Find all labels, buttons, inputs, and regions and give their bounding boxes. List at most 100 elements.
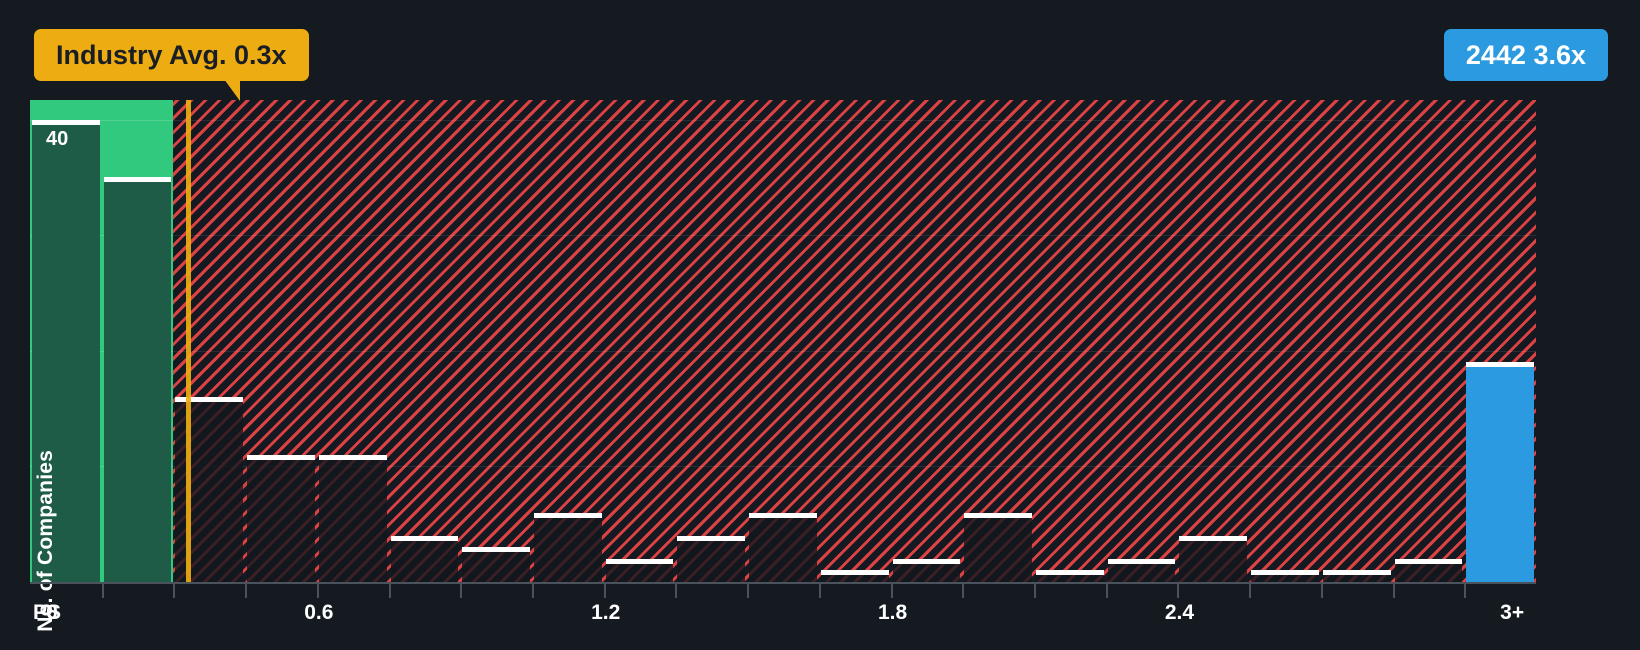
x-tick [1105,584,1108,598]
bar-body [605,563,674,582]
bar-cap [534,512,602,518]
bar-1.65-1.80[interactable] [820,570,889,582]
x-tick [532,584,534,598]
bar-body [534,517,602,582]
bar-cap [677,535,746,541]
bar-0.15-0.30[interactable] [103,177,172,582]
x-tick [245,584,248,598]
zone-expensive [173,100,1536,582]
industry-average-line [186,100,192,582]
x-tick [603,584,606,598]
bar-cap [820,570,889,576]
bar-cap [462,547,530,553]
x-tick [1177,584,1180,598]
gridline-40-right [173,119,1536,121]
x-tick [1249,584,1252,598]
x-tick [818,584,821,598]
bar-1.20-1.35[interactable] [605,558,674,582]
bar-body [964,517,1032,582]
x-tick [675,584,678,598]
gridline-10-right [173,466,1536,468]
bar-body [677,540,746,582]
bar-2.70-2.85[interactable] [1322,570,1391,582]
x-tick-label-0: 0 [46,601,58,624]
company-value-badge-label: 2442 3.6x [1465,39,1586,70]
bar-0.60-0.75[interactable] [318,454,387,582]
bar-1.80-1.95[interactable] [892,558,961,582]
x-tick [747,584,750,598]
company-value-badge[interactable]: 2442 3.6x [1443,29,1608,81]
bar-cap [390,535,459,541]
bar-cap [247,454,315,460]
gridline-30-right [173,235,1536,237]
bar-0.00-0.15[interactable] [32,119,100,582]
gridline-30 [30,235,174,237]
plot-area [30,100,1536,582]
x-tick [1392,584,1395,598]
x-axis-line [30,582,1536,584]
bar-1.50-1.65[interactable] [749,512,817,582]
bar-cap [1179,535,1248,541]
bar-1.95-2.10[interactable] [964,512,1032,582]
x-tick [173,584,176,598]
bar-1.35-1.50[interactable] [677,535,746,582]
bar-0.90-1.05[interactable] [462,547,530,582]
bar-body [1394,563,1463,582]
gridline-20-right [173,350,1536,352]
x-tick-label-0.6: 0.6 [304,601,334,624]
bar-body [1322,575,1391,582]
x-tick [101,584,104,598]
bar-1.05-1.20[interactable] [534,512,602,582]
gridline-20 [30,350,174,352]
bar-body [318,459,387,582]
x-tick-label-1.8: 1.8 [877,601,908,624]
industry-average-badge-pointer [224,79,240,101]
bar-0.75-0.90[interactable] [390,535,459,582]
x-tick [962,584,965,598]
bar-cap [318,454,387,460]
y-tick-label-40: 40 [46,127,69,150]
industry-average-badge-label: Industry Avg. 0.3x [56,39,287,70]
x-tick [1034,584,1036,598]
bar-3+[interactable] [1466,362,1534,582]
bar-body [390,540,459,582]
bar-2.25-2.40[interactable] [1107,558,1176,582]
x-tick-label-1.2: 1.2 [591,601,621,624]
bar-body [1179,540,1248,582]
x-axis-name: PS [33,601,62,624]
bar-cap [1394,558,1463,564]
x-tick [890,584,893,598]
bar-body [103,182,172,582]
x-tick-label-3+: 3+ [1500,601,1525,624]
x-tick [460,584,463,598]
gridline-40 [30,119,174,121]
x-tick [1320,584,1323,598]
bar-cap [175,397,244,403]
bar-cap [605,558,674,564]
bar-body [820,575,889,582]
bar-cap [1322,570,1391,576]
bar-0.45-0.60[interactable] [247,454,315,582]
bar-2.10-2.25[interactable] [1036,570,1104,582]
x-tick [1464,584,1467,598]
bar-body [892,563,961,582]
bar-cap [1107,558,1176,564]
bar-2.85-3.00[interactable] [1394,558,1463,582]
bar-body [1466,367,1534,582]
bar-body [32,124,100,582]
bar-body [1251,575,1319,582]
bar-cap [1036,570,1104,576]
gridline-10 [30,466,174,468]
bar-2.55-2.70[interactable] [1251,570,1319,582]
industry-average-badge[interactable]: Industry Avg. 0.3x [34,29,309,101]
bar-cap [749,512,817,518]
bar-cap [32,119,100,125]
bar-body [1107,563,1176,582]
bar-body [462,552,530,582]
bar-2.40-2.55[interactable] [1179,535,1248,582]
bar-cap [1251,570,1319,576]
bar-body [247,459,315,582]
x-tick-label-2.4: 2.4 [1164,601,1195,624]
bar-body [749,517,817,582]
